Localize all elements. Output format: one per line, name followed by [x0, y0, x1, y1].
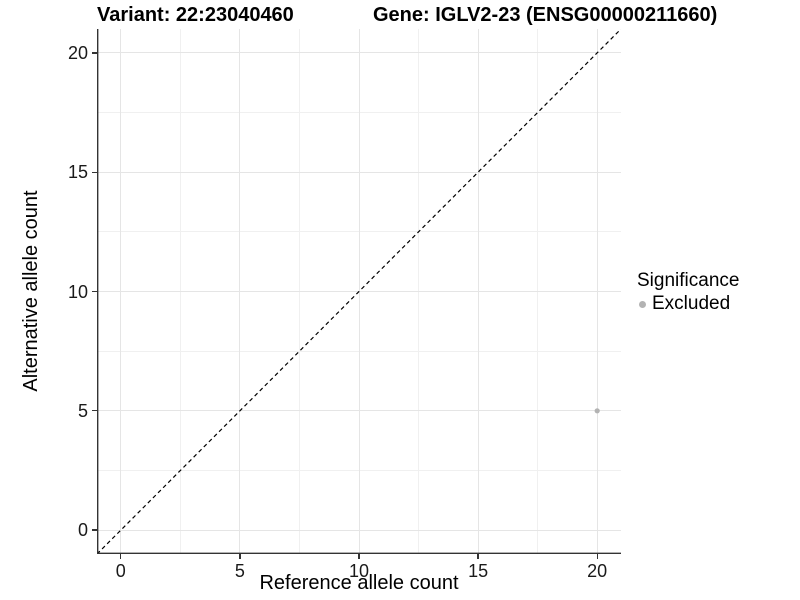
x-tick-label: 0	[115, 561, 126, 581]
chart-title-variant: Variant: 22:23040460	[97, 4, 294, 26]
x-tick-label: 10	[348, 561, 370, 581]
y-tick-label: 5	[77, 400, 88, 421]
legend-entry: Excluded	[637, 294, 739, 314]
plot-panel	[97, 29, 621, 554]
y-tick-mark	[92, 410, 97, 412]
y-axis-title: Alternative allele count	[20, 190, 42, 392]
identity-dashed-line	[97, 29, 621, 554]
chart-title-gene: Gene: IGLV2-23 (ENSG00000211660)	[373, 4, 718, 26]
x-tick-mark	[120, 554, 122, 559]
gridline-major-y	[97, 52, 621, 54]
x-tick-mark	[239, 554, 241, 559]
y-tick-label: 20	[67, 42, 88, 63]
gridline-major-y	[97, 171, 621, 173]
y-tick-mark	[92, 529, 97, 531]
legend-entry-label: Excluded	[652, 293, 731, 314]
y-tick-mark	[92, 52, 97, 54]
x-tick-mark	[358, 554, 360, 559]
y-tick-label: 10	[67, 281, 88, 302]
legend: Significance Excluded	[637, 270, 739, 314]
legend-entries: Excluded	[637, 294, 739, 314]
x-tick-label: 20	[587, 561, 608, 581]
y-tick-label: 15	[67, 162, 88, 183]
gridline-major-y	[97, 410, 621, 412]
x-axis-title: Reference allele count	[259, 572, 459, 594]
x-tick-mark	[596, 554, 598, 559]
gridline-major-y	[97, 529, 621, 531]
legend-title: Significance	[637, 270, 740, 291]
legend-point-icon	[639, 300, 646, 308]
y-tick-mark	[92, 290, 97, 293]
y-tick-label: 0	[77, 520, 88, 541]
x-tick-mark	[477, 554, 479, 559]
data-point	[594, 408, 600, 414]
panel-drawing-layer	[97, 29, 621, 554]
x-tick-label: 15	[468, 561, 489, 581]
x-tick-label: 5	[234, 561, 245, 581]
y-tick-mark	[92, 171, 97, 173]
